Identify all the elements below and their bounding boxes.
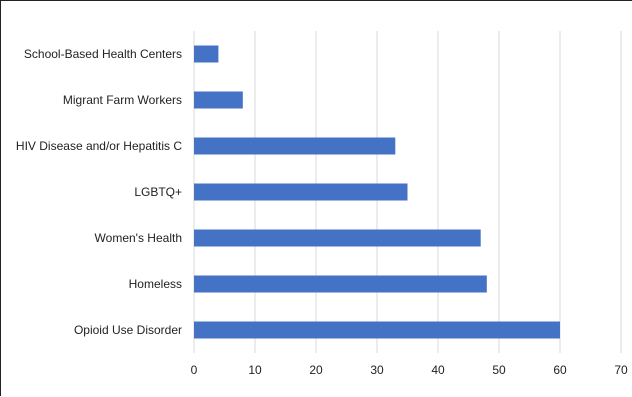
bar-6 [194,321,560,339]
x-tick-label: 30 [370,363,384,377]
category-label: Migrant Farm Workers [63,93,182,107]
x-tick-label: 60 [553,363,567,377]
x-axis-tick-labels: 0 10 20 30 40 50 60 70 [191,363,628,377]
x-tick-label: 10 [248,363,262,377]
x-tick-label: 40 [431,363,445,377]
bars [194,45,560,339]
bar-2 [194,137,396,155]
x-tick-label: 70 [614,363,628,377]
x-tick-label: 0 [191,363,198,377]
bar-1 [194,91,243,109]
bar-0 [194,45,219,63]
category-label: Women's Health [95,231,182,245]
category-label: Opioid Use Disorder [74,323,182,337]
category-label: HIV Disease and/or Hepatitis C [16,139,182,153]
x-tick-label: 50 [492,363,506,377]
x-tick-label: 20 [309,363,323,377]
category-label: Homeless [129,277,182,291]
category-label: School-Based Health Centers [24,47,182,61]
category-label: LGBTQ+ [134,185,182,199]
bar-5 [194,275,487,293]
category-labels: School-Based Health Centers Migrant Farm … [16,47,182,337]
bar-3 [194,183,408,201]
bar-4 [194,229,481,247]
